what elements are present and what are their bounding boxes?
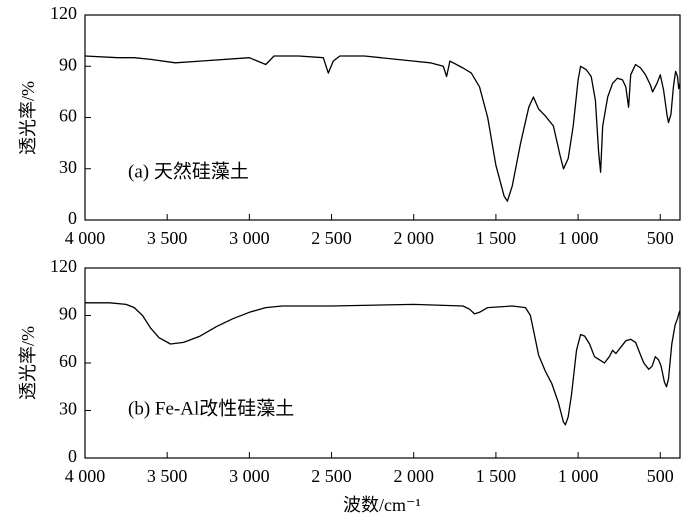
y-tick-label: 0	[68, 446, 77, 466]
y-tick-label: 120	[50, 3, 77, 23]
y-axis-label: 透光率/%	[18, 81, 38, 155]
x-tick-label: 2 500	[311, 466, 352, 486]
plot-frame	[84, 14, 681, 221]
spectrum-line	[84, 55, 681, 202]
x-tick-label: 3 000	[229, 228, 270, 248]
y-tick-label: 30	[59, 157, 77, 177]
annotation: (b) Fe-Al改性硅藻土	[128, 397, 294, 419]
y-tick-label: 90	[59, 304, 77, 324]
y-tick-label: 0	[68, 208, 77, 228]
x-tick-label: 2 000	[393, 228, 434, 248]
x-tick-label: 1 500	[476, 228, 517, 248]
x-tick-label: 500	[647, 228, 674, 248]
y-tick-label: 120	[50, 256, 77, 276]
x-tick-label: 4 000	[65, 466, 106, 486]
x-tick-label: 3 500	[147, 466, 188, 486]
plot-frame	[84, 267, 681, 459]
x-tick-label: 1 000	[558, 228, 599, 248]
x-tick-label: 3 000	[229, 466, 270, 486]
y-tick-label: 60	[59, 351, 77, 371]
y-tick-label: 30	[59, 399, 77, 419]
x-tick-label: 500	[647, 466, 674, 486]
x-tick-label: 1 500	[476, 466, 517, 486]
x-tick-label: 1 000	[558, 466, 599, 486]
x-tick-label: 4 000	[65, 228, 106, 248]
x-tick-label: 3 500	[147, 228, 188, 248]
y-tick-label: 90	[59, 54, 77, 74]
y-tick-label: 60	[59, 106, 77, 126]
spectrum-line	[85, 302, 681, 426]
y-axis-label: 透光率/%	[18, 326, 38, 400]
x-axis-label: 波数/cm⁻¹	[343, 495, 421, 515]
x-tick-label: 2 000	[393, 466, 434, 486]
x-tick-label: 2 500	[311, 228, 352, 248]
annotation: (a) 天然硅藻土	[128, 160, 249, 182]
